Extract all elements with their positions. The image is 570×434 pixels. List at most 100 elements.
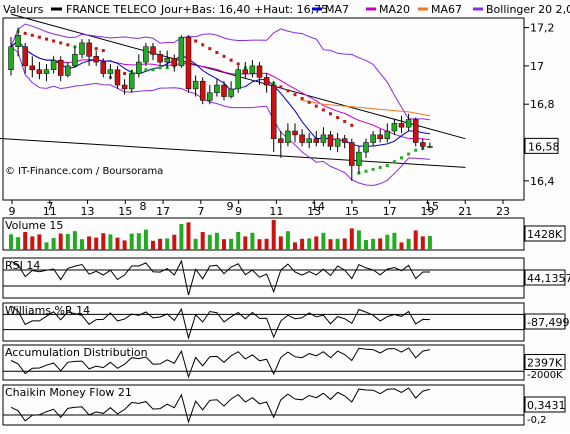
candle-body <box>214 84 220 93</box>
indicator-last-label: 1428K <box>527 228 563 241</box>
header-name-label: Valeurs <box>3 3 44 16</box>
candle-body <box>72 54 78 67</box>
candle-body <box>405 119 412 128</box>
header-quote: Jour+Bas: 16,40 +Haut: 16,75 <box>160 3 328 16</box>
psar-dot <box>45 37 48 41</box>
psar-dot <box>151 68 155 72</box>
indicator-last-box <box>524 269 566 286</box>
indicator-panel-frame <box>2 217 525 251</box>
indicator-title: Chaikin Money Flow 21 <box>5 386 132 399</box>
x-month-label: 8 <box>140 200 147 213</box>
volume-bar <box>321 232 326 250</box>
volume-bar <box>122 240 127 250</box>
trendline <box>0 137 466 168</box>
candle-body <box>242 69 249 74</box>
candle-body <box>128 73 135 90</box>
candle-body <box>285 130 291 143</box>
volume-bar <box>307 238 312 250</box>
volume-bar <box>385 234 390 250</box>
candle-body <box>270 84 277 139</box>
x-tick-label: 13 <box>307 205 321 218</box>
volume-bar <box>236 232 241 250</box>
psar-dot <box>286 89 290 93</box>
ma7-line <box>10 40 430 147</box>
psar-dot <box>59 41 63 45</box>
volume-bar <box>335 238 340 250</box>
psar-dot <box>336 116 340 120</box>
volume-bar <box>65 234 70 250</box>
candle-body <box>327 134 334 147</box>
indicator-line <box>10 347 431 379</box>
candle-body <box>235 69 241 90</box>
candle-body <box>292 130 298 136</box>
volume-bar <box>87 236 92 250</box>
indicator-last-label: 0,3431 <box>527 399 566 412</box>
candle-body <box>178 36 185 67</box>
volume-bar <box>328 239 333 250</box>
psar-dot <box>300 96 304 100</box>
candle-body <box>185 36 192 90</box>
x-tick-label: 11 <box>269 205 283 218</box>
indicator-panel-frame <box>2 344 525 381</box>
indicator-line <box>10 259 430 296</box>
candle-body <box>121 84 128 90</box>
volume-bar <box>214 232 219 250</box>
candle-body <box>313 138 320 143</box>
candle-body <box>256 65 263 78</box>
psar-dot <box>414 148 418 152</box>
psar-dot <box>400 156 403 160</box>
last-price-label: 16,58 <box>528 140 560 153</box>
psar-dot <box>343 119 347 123</box>
ma20-line <box>10 40 430 141</box>
psar-dot <box>144 68 148 72</box>
volume-bar <box>186 222 191 250</box>
volume-bar <box>420 236 425 250</box>
psar-dot <box>23 31 27 35</box>
psar-dot <box>329 112 332 116</box>
psar-dot <box>201 43 205 47</box>
volume-bar <box>44 242 49 250</box>
candle-body <box>57 59 64 76</box>
psar-dot <box>279 85 283 89</box>
psar-dot <box>371 167 375 171</box>
psar-dot <box>37 35 41 39</box>
indicator-title: Williams %R 14 <box>5 304 90 317</box>
volume-bar <box>399 242 404 250</box>
candle-body <box>192 80 199 90</box>
candle-body <box>384 130 391 139</box>
psar-dot <box>30 33 34 37</box>
candle-body <box>171 57 178 67</box>
volume-bar <box>427 236 432 250</box>
volume-bar <box>179 224 184 250</box>
candle-body <box>36 69 43 74</box>
volume-bar <box>58 233 63 250</box>
candle-body <box>228 88 234 97</box>
indicator-title: Accumulation Distribution <box>5 346 148 359</box>
psar-dot <box>222 54 226 58</box>
credit-label: © IT-Finance.com / Boursorama <box>5 166 163 177</box>
psar-dot <box>407 152 411 156</box>
psar-dot <box>364 169 368 173</box>
candle-body <box>427 146 433 148</box>
volume-bar <box>285 231 290 250</box>
psar-dot <box>215 50 219 54</box>
legend-label: MA20 <box>379 3 410 16</box>
x-month-label: 14 <box>311 200 325 213</box>
psar-dot <box>321 108 325 112</box>
y-tick-label: 16,4 <box>530 175 555 188</box>
candle-body <box>398 123 405 128</box>
volume-bar <box>413 230 418 250</box>
volume-bar <box>342 238 347 250</box>
volume-bar <box>392 232 397 250</box>
candle-body <box>107 69 114 74</box>
volume-bar <box>222 239 226 250</box>
psar-dot <box>158 66 162 70</box>
bollinger-upper <box>10 23 430 121</box>
x-tick-label: 21 <box>458 205 472 218</box>
candlesticks <box>8 27 433 181</box>
candle-body <box>249 65 256 74</box>
volume-bar <box>278 236 283 250</box>
